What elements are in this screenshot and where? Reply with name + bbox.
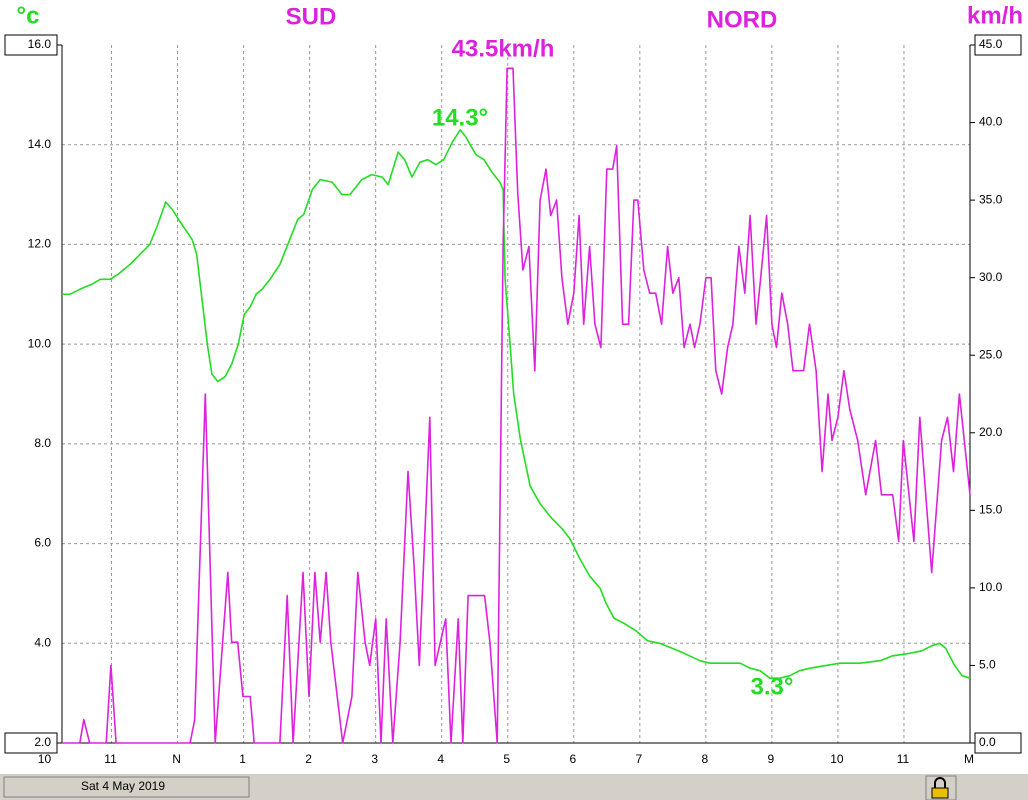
x-tick-label: 10 bbox=[830, 752, 844, 766]
y2-tick-label: 0.0 bbox=[979, 735, 996, 749]
y2-tick-label: 20.0 bbox=[979, 425, 1003, 439]
lock-icon[interactable] bbox=[925, 775, 957, 800]
x-tick-label: 5 bbox=[503, 752, 510, 766]
y-tick-label: 16.0 bbox=[28, 37, 52, 51]
y2-tick-label: 40.0 bbox=[979, 115, 1003, 129]
y-tick-label: 6.0 bbox=[34, 536, 51, 550]
y2-tick-label: 35.0 bbox=[979, 192, 1003, 206]
x-tick-label: M bbox=[964, 752, 974, 766]
min-temp-annotation: 3.3° bbox=[751, 673, 794, 700]
y2-tick-label: 45.0 bbox=[979, 37, 1003, 51]
date-field bbox=[3, 776, 250, 798]
tick-label-box bbox=[4, 732, 58, 754]
x-tick-label: 1 bbox=[239, 752, 246, 766]
y-tick-label: 4.0 bbox=[34, 635, 51, 649]
section-label: NORD bbox=[707, 6, 778, 33]
date-label: Sat 4 May 2019 bbox=[81, 779, 165, 793]
y2-unit: km/h bbox=[967, 2, 1023, 29]
x-tick-label: 4 bbox=[437, 752, 444, 766]
max-wind-annotation: 43.5km/h bbox=[452, 35, 555, 62]
y-unit: °c bbox=[17, 2, 40, 29]
x-tick-label: 3 bbox=[371, 752, 378, 766]
y2-tick-label: 15.0 bbox=[979, 503, 1003, 517]
x-tick-label: 8 bbox=[702, 752, 709, 766]
tick-label-box bbox=[4, 34, 58, 56]
x-tick-label: 6 bbox=[569, 752, 576, 766]
y-tick-label: 2.0 bbox=[34, 735, 51, 749]
y2-tick-label: 30.0 bbox=[979, 270, 1003, 284]
x-tick-label: 7 bbox=[635, 752, 642, 766]
y2-tick-label: 25.0 bbox=[979, 347, 1003, 361]
x-tick-label: 11 bbox=[897, 752, 910, 766]
x-tick-label: 9 bbox=[768, 752, 775, 766]
grid-layer bbox=[62, 45, 970, 743]
y-tick-label: 14.0 bbox=[28, 137, 52, 151]
y-tick-label: 12.0 bbox=[28, 237, 52, 251]
y-tick-label: 10.0 bbox=[28, 336, 52, 350]
y-tick-label: 8.0 bbox=[34, 436, 51, 450]
y2-tick-label: 10.0 bbox=[979, 580, 1003, 594]
x-tick-label: N bbox=[172, 752, 181, 766]
max-temp-annotation: 14.3° bbox=[432, 104, 488, 131]
x-tick-label: 11 bbox=[104, 752, 117, 766]
y2-tick-label: 5.0 bbox=[979, 658, 996, 672]
x-tick-label: 2 bbox=[305, 752, 312, 766]
series-line bbox=[62, 129, 971, 679]
series-line bbox=[62, 67, 971, 744]
lock-body bbox=[931, 787, 949, 799]
section-label: SUD bbox=[286, 3, 337, 30]
tick-label-box bbox=[974, 34, 1022, 56]
lock-shackle bbox=[934, 777, 946, 788]
tick-label-box bbox=[974, 732, 1022, 754]
x-tick-label: 10 bbox=[38, 752, 52, 766]
